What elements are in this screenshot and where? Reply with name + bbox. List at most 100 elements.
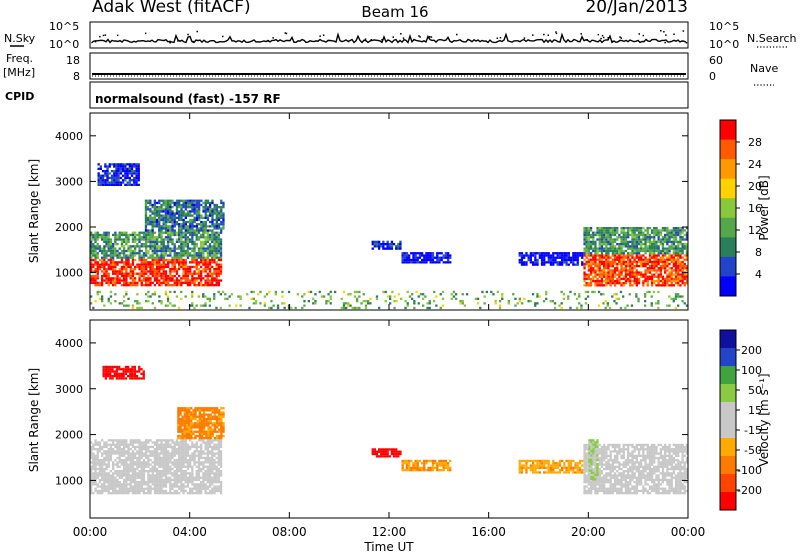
power-cell [637, 231, 641, 234]
power-cell [217, 210, 221, 213]
velocity-cell [160, 472, 163, 475]
velocity-cell [136, 489, 139, 493]
velocity-cell [179, 419, 182, 423]
power-cell [158, 263, 161, 266]
velocity-cell [127, 465, 130, 468]
power-cell [204, 203, 207, 207]
power-cell [123, 240, 126, 243]
power-cell [664, 284, 667, 287]
power-cell [627, 271, 630, 274]
power-cell [373, 245, 376, 248]
velocity-cell [140, 456, 143, 460]
velocity-cell [167, 439, 170, 442]
power-cell [213, 225, 216, 228]
power-region-8 [583, 227, 689, 255]
velocity-cell [151, 445, 154, 449]
power-cell [153, 240, 157, 243]
velocity-cell [169, 476, 172, 479]
power-cell [666, 240, 669, 243]
power-cell [160, 218, 163, 222]
velocity-cell [179, 437, 182, 440]
velocity-cell [213, 448, 216, 451]
velocity-cell [105, 478, 108, 482]
power-cell [151, 265, 154, 269]
power-cell [189, 201, 192, 205]
power-cell [191, 199, 194, 202]
velocity-cell [189, 489, 192, 493]
power-cell [138, 238, 141, 241]
power-cell [668, 271, 671, 274]
velocity-cell [125, 476, 128, 479]
power-cell [222, 214, 225, 217]
power-cell [195, 284, 198, 287]
power-cell [160, 268, 163, 271]
velocity-cell [197, 476, 201, 479]
power-cell [655, 302, 658, 305]
power-cell [206, 284, 209, 287]
velocity-cell [112, 485, 115, 488]
power-region-3 [97, 163, 140, 186]
power-cell [677, 247, 680, 250]
velocity-cell [149, 487, 152, 490]
power-cell [173, 247, 176, 250]
velocity-cell [116, 478, 119, 482]
velocity-cell [215, 465, 218, 468]
power-cell [598, 236, 601, 239]
power-cell [125, 238, 128, 241]
power-cell [219, 268, 223, 271]
power-cell [178, 225, 181, 228]
power-cell [171, 201, 174, 205]
velocity-cell [164, 445, 168, 449]
power-cell [195, 201, 199, 205]
power-cell [386, 240, 389, 243]
power-cell [149, 272, 152, 275]
power-cell [217, 249, 220, 253]
power-cell [193, 229, 196, 232]
power-cell [115, 170, 118, 173]
velocity-cell [189, 476, 192, 479]
velocity-cell [204, 465, 207, 468]
power-cell [202, 270, 205, 273]
power-cell [388, 243, 391, 246]
power-cell [217, 272, 220, 275]
power-cell [130, 174, 134, 177]
power-cell [191, 265, 194, 269]
noise-search-dot [104, 34, 107, 36]
power-cell [375, 243, 379, 246]
velocity-cell [123, 443, 126, 446]
velocity-cell [103, 459, 106, 462]
power-cell [182, 223, 185, 226]
power-cell [164, 227, 168, 230]
power-cell [659, 233, 662, 237]
power-cell [186, 199, 190, 202]
velocity-cell [183, 424, 186, 427]
power-cell [101, 256, 104, 259]
velocity-cell [206, 465, 209, 468]
power-cell [109, 263, 113, 266]
power-cell [167, 206, 170, 209]
velocity-cell [208, 476, 212, 479]
power-cell [180, 216, 183, 219]
velocity-cell [173, 461, 176, 464]
power-cell [270, 300, 273, 303]
power-cell [160, 245, 163, 248]
power-cell [633, 256, 636, 259]
power-cell [222, 220, 225, 224]
power-cell [653, 273, 656, 276]
power-cell [637, 233, 641, 237]
velocity-cell [186, 461, 190, 464]
velocity-cell [198, 417, 201, 421]
power-cell [106, 176, 109, 180]
power-cell [637, 258, 641, 261]
power-cell [215, 223, 218, 226]
power-cell [160, 249, 163, 253]
power-cell [151, 225, 154, 228]
velocity-cell [127, 492, 130, 495]
velocity-cell [178, 463, 181, 466]
velocity-cell [213, 478, 216, 482]
power-cell [640, 229, 643, 232]
power-cell [101, 295, 104, 298]
power-cell [180, 206, 183, 209]
power-cell [162, 203, 165, 207]
power-cell [151, 256, 154, 259]
